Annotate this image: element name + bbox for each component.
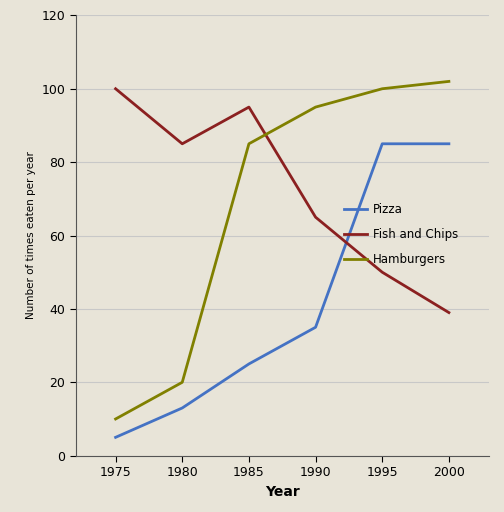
Fish and Chips — [379, 269, 385, 275]
Hamburgers — [112, 416, 118, 422]
Legend: Pizza, Fish and Chips, Hamburgers: Pizza, Fish and Chips, Hamburgers — [338, 198, 464, 272]
Pizza — [312, 324, 319, 330]
Pizza — [179, 405, 185, 411]
Fish and Chips — [179, 141, 185, 147]
Line: Fish and Chips: Fish and Chips — [115, 89, 449, 312]
Line: Hamburgers: Hamburgers — [115, 81, 449, 419]
Hamburgers — [246, 141, 252, 147]
X-axis label: Year: Year — [265, 485, 299, 499]
Y-axis label: Number of times eaten per year: Number of times eaten per year — [26, 152, 36, 319]
Pizza — [246, 361, 252, 367]
Fish and Chips — [446, 309, 452, 315]
Fish and Chips — [312, 214, 319, 220]
Hamburgers — [179, 379, 185, 386]
Pizza — [446, 141, 452, 147]
Hamburgers — [446, 78, 452, 84]
Hamburgers — [379, 86, 385, 92]
Line: Pizza: Pizza — [115, 144, 449, 437]
Fish and Chips — [246, 104, 252, 110]
Pizza — [379, 141, 385, 147]
Pizza — [112, 434, 118, 440]
Fish and Chips — [112, 86, 118, 92]
Hamburgers — [312, 104, 319, 110]
